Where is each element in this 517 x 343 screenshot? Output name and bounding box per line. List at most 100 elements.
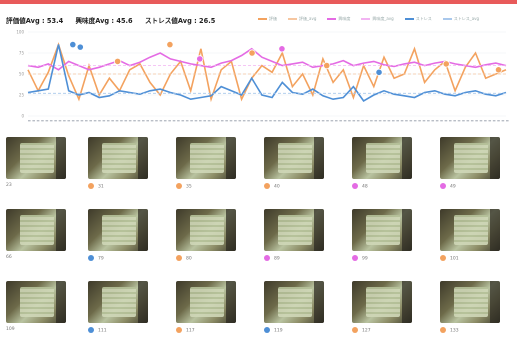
marker-dot-icon bbox=[440, 255, 446, 261]
x-tick-mark bbox=[383, 120, 386, 122]
frame-thumbnail[interactable] bbox=[352, 209, 412, 251]
x-tick-mark bbox=[32, 120, 35, 122]
thumbnail-caption: 101 bbox=[440, 255, 459, 262]
legend-label: ストレス_avg bbox=[453, 16, 480, 21]
marker-dot-icon bbox=[264, 327, 270, 333]
x-tick-mark bbox=[448, 120, 452, 122]
frame-marker[interactable] bbox=[494, 66, 503, 74]
marker-dot-icon bbox=[88, 183, 94, 189]
stats-summary: 評価値Avg : 53.4 興味度Avg : 45.6 ストレス値Avg : 2… bbox=[6, 15, 225, 25]
book-page-image bbox=[366, 287, 400, 317]
x-tick-mark bbox=[299, 120, 303, 122]
shadow-edge bbox=[314, 209, 324, 251]
frame-marker[interactable] bbox=[166, 41, 174, 49]
frame-thumbnail[interactable] bbox=[176, 209, 236, 251]
series-line bbox=[27, 42, 507, 103]
book-page-image bbox=[20, 215, 54, 245]
legend-item[interactable]: ストレス_avg bbox=[442, 16, 480, 22]
x-tick-mark bbox=[185, 120, 189, 122]
legend-label: ストレス bbox=[415, 16, 432, 21]
marker-dot-icon bbox=[352, 327, 358, 333]
x-tick-mark bbox=[326, 120, 329, 122]
book-page-image bbox=[278, 143, 312, 173]
frame-marker[interactable] bbox=[323, 61, 331, 70]
shadow-edge bbox=[138, 137, 148, 179]
book-page-image bbox=[102, 287, 136, 317]
frame-thumbnail[interactable] bbox=[352, 281, 412, 323]
thumbnail-caption: 117 bbox=[176, 327, 195, 334]
frame-thumbnail[interactable] bbox=[6, 209, 66, 251]
frame-number: 35 bbox=[186, 184, 192, 190]
frame-thumbnail[interactable] bbox=[440, 137, 500, 179]
x-tick-mark bbox=[370, 120, 373, 122]
frame-thumbnail[interactable] bbox=[176, 137, 236, 179]
legend-item[interactable]: 評価_avg bbox=[288, 16, 316, 22]
frame-number: 89 bbox=[274, 256, 280, 262]
x-tick-mark bbox=[133, 120, 136, 122]
x-tick-mark bbox=[422, 120, 426, 122]
frame-number: 119 bbox=[274, 328, 283, 334]
frame-marker[interactable] bbox=[442, 60, 450, 68]
x-tick-mark bbox=[506, 120, 509, 122]
legend-swatch bbox=[442, 18, 452, 20]
frame-number: 99 bbox=[362, 256, 368, 262]
x-tick-mark bbox=[396, 120, 399, 122]
frame-marker[interactable] bbox=[114, 57, 122, 66]
frame-thumbnail[interactable] bbox=[6, 137, 66, 179]
x-tick-mark bbox=[269, 120, 272, 122]
x-tick-mark bbox=[115, 120, 119, 122]
x-tick-mark bbox=[58, 120, 62, 122]
stress-avg: ストレス値Avg : 26.5 bbox=[144, 17, 216, 25]
frame-thumbnail[interactable] bbox=[264, 209, 324, 251]
x-tick-mark bbox=[93, 120, 97, 122]
x-tick-mark bbox=[111, 120, 114, 122]
frame-thumbnail[interactable] bbox=[440, 209, 500, 251]
legend-item[interactable]: 評価 bbox=[258, 16, 277, 22]
frame-number: 23 bbox=[6, 183, 12, 188]
x-tick-mark bbox=[475, 120, 478, 122]
book-page-image bbox=[454, 215, 488, 245]
frame-thumbnail[interactable] bbox=[88, 281, 148, 323]
x-tick-mark bbox=[212, 120, 215, 122]
frame-thumbnail[interactable] bbox=[88, 137, 148, 179]
frame-thumbnail[interactable] bbox=[176, 281, 236, 323]
frame-thumbnail[interactable] bbox=[440, 281, 500, 323]
frame-thumbnail[interactable] bbox=[264, 137, 324, 179]
frame-marker[interactable] bbox=[69, 41, 77, 49]
shadow-edge bbox=[314, 281, 324, 323]
x-tick-mark bbox=[356, 120, 360, 122]
thumbnail-caption: 119 bbox=[264, 327, 283, 334]
x-tick-mark bbox=[304, 120, 307, 122]
legend-item[interactable]: ストレス bbox=[404, 16, 432, 22]
thumbnail-caption: 127 bbox=[352, 327, 371, 334]
x-tick-mark bbox=[418, 120, 421, 122]
x-tick-mark bbox=[339, 120, 342, 122]
x-tick-mark bbox=[63, 120, 66, 122]
legend-item[interactable]: 興味度 bbox=[327, 16, 350, 22]
frame-marker[interactable] bbox=[375, 68, 383, 76]
x-tick-mark bbox=[225, 120, 228, 122]
x-tick-mark bbox=[172, 120, 176, 122]
x-tick-mark bbox=[308, 120, 312, 122]
frame-thumbnail[interactable] bbox=[88, 209, 148, 251]
frame-marker[interactable] bbox=[196, 55, 204, 63]
legend-swatch bbox=[361, 18, 371, 20]
legend-item[interactable]: 興味度_avg bbox=[361, 16, 394, 22]
frame-marker[interactable] bbox=[278, 45, 286, 53]
x-tick-mark bbox=[492, 120, 496, 122]
x-tick-mark bbox=[251, 120, 255, 122]
legend-swatch bbox=[327, 18, 337, 20]
legend-swatch bbox=[288, 18, 297, 20]
frame-marker[interactable] bbox=[76, 43, 84, 51]
frame-thumbnail[interactable] bbox=[352, 137, 412, 179]
frame-marker[interactable] bbox=[248, 49, 256, 57]
marker-dot-icon bbox=[440, 183, 446, 189]
x-tick-mark bbox=[181, 120, 185, 122]
frame-number: 133 bbox=[450, 328, 459, 334]
y-tick-label: 75 bbox=[19, 51, 25, 56]
x-tick-mark bbox=[76, 120, 79, 122]
x-tick-mark bbox=[343, 120, 347, 122]
book-page-image bbox=[102, 215, 136, 245]
frame-thumbnail[interactable] bbox=[6, 281, 66, 323]
frame-thumbnail[interactable] bbox=[264, 281, 324, 323]
